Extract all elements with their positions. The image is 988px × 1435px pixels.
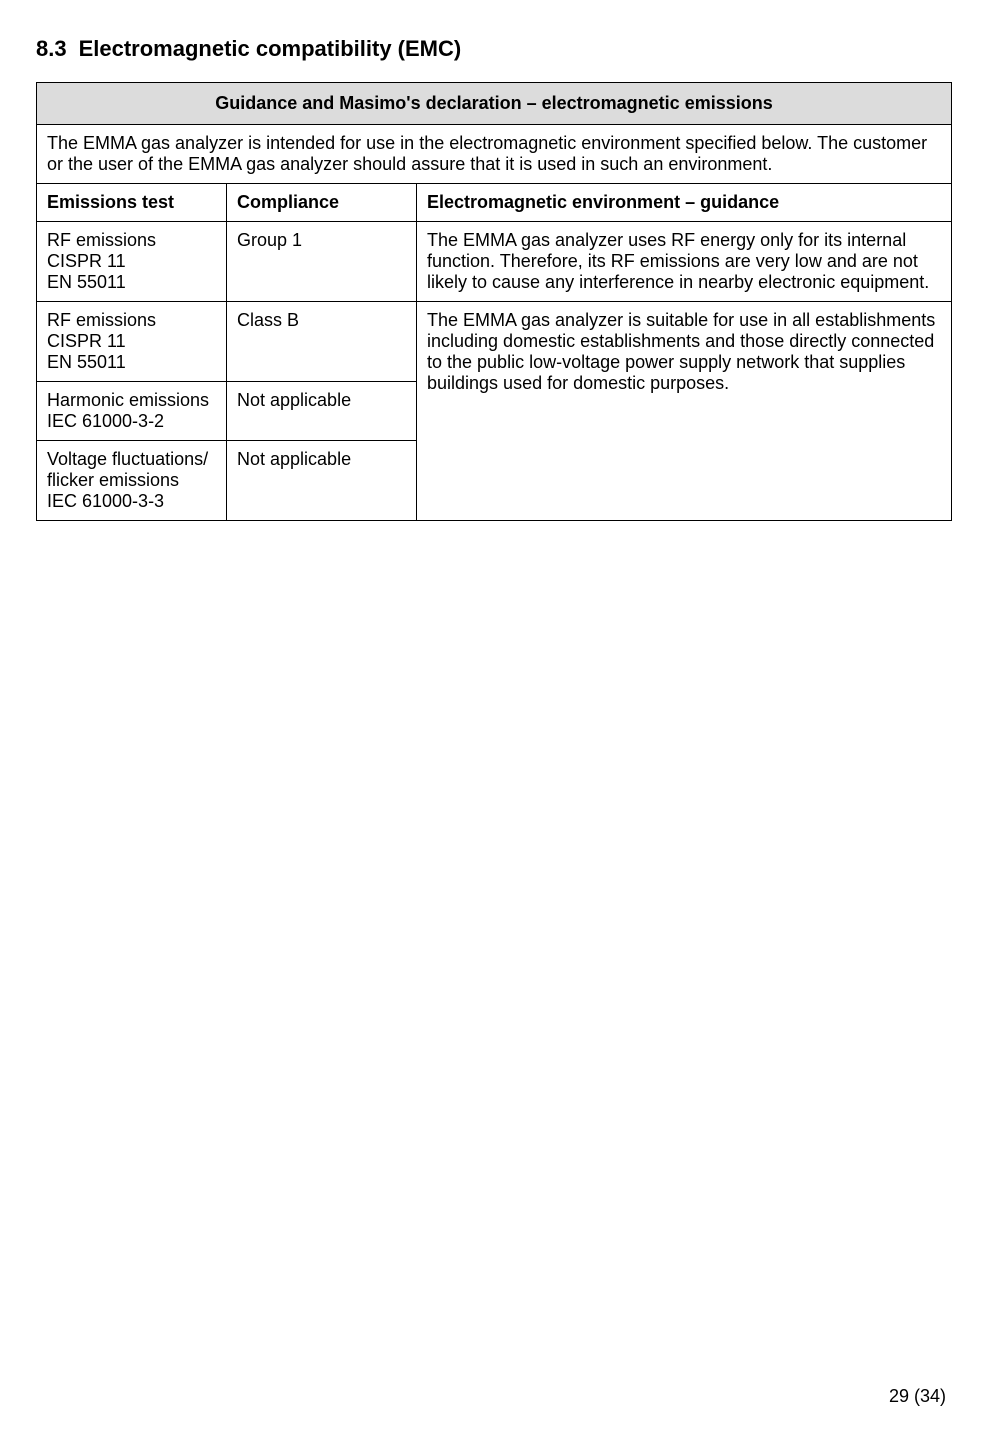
cell-line: RF emissions: [47, 310, 216, 331]
emc-table: Guidance and Masimo's declaration – elec…: [36, 82, 952, 521]
cell-emissions-test: RF emissions CISPR 11 EN 55011: [37, 222, 227, 302]
col-header-compliance: Compliance: [227, 184, 417, 222]
cell-environment-merged: The EMMA gas analyzer is suitable for us…: [417, 302, 952, 521]
col-header-environment: Electromagnetic environment – guidance: [417, 184, 952, 222]
table-intro: The EMMA gas analyzer is intended for us…: [37, 125, 952, 184]
cell-compliance: Not applicable: [227, 382, 417, 441]
cell-line: Voltage fluctuations/: [47, 449, 216, 470]
cell-compliance: Class B: [227, 302, 417, 382]
table-row: RF emissions CISPR 11 EN 55011 Class B T…: [37, 302, 952, 382]
table-header-row: Emissions test Compliance Electromagneti…: [37, 184, 952, 222]
cell-compliance: Group 1: [227, 222, 417, 302]
cell-line: EN 55011: [47, 272, 216, 293]
cell-environment: The EMMA gas analyzer uses RF energy onl…: [417, 222, 952, 302]
section-number: 8.3: [36, 36, 67, 61]
cell-line: CISPR 11: [47, 331, 216, 352]
col-header-emissions-test: Emissions test: [37, 184, 227, 222]
cell-line: IEC 61000-3-2: [47, 411, 216, 432]
section-title: Electromagnetic compatibility (EMC): [79, 36, 462, 61]
cell-line: flicker emissions: [47, 470, 216, 491]
cell-line: EN 55011: [47, 352, 216, 373]
table-title: Guidance and Masimo's declaration – elec…: [37, 83, 952, 125]
cell-emissions-test: RF emissions CISPR 11 EN 55011: [37, 302, 227, 382]
table-intro-row: The EMMA gas analyzer is intended for us…: [37, 125, 952, 184]
cell-line: RF emissions: [47, 230, 216, 251]
page-number: 29 (34): [889, 1386, 946, 1407]
section-heading: 8.3 Electromagnetic compatibility (EMC): [36, 36, 952, 62]
cell-line: Harmonic emissions: [47, 390, 216, 411]
cell-emissions-test: Harmonic emissions IEC 61000-3-2: [37, 382, 227, 441]
cell-line: IEC 61000-3-3: [47, 491, 216, 512]
table-row: RF emissions CISPR 11 EN 55011 Group 1 T…: [37, 222, 952, 302]
cell-line: CISPR 11: [47, 251, 216, 272]
cell-emissions-test: Voltage fluctuations/ flicker emissions …: [37, 441, 227, 521]
table-title-row: Guidance and Masimo's declaration – elec…: [37, 83, 952, 125]
cell-compliance: Not applicable: [227, 441, 417, 521]
